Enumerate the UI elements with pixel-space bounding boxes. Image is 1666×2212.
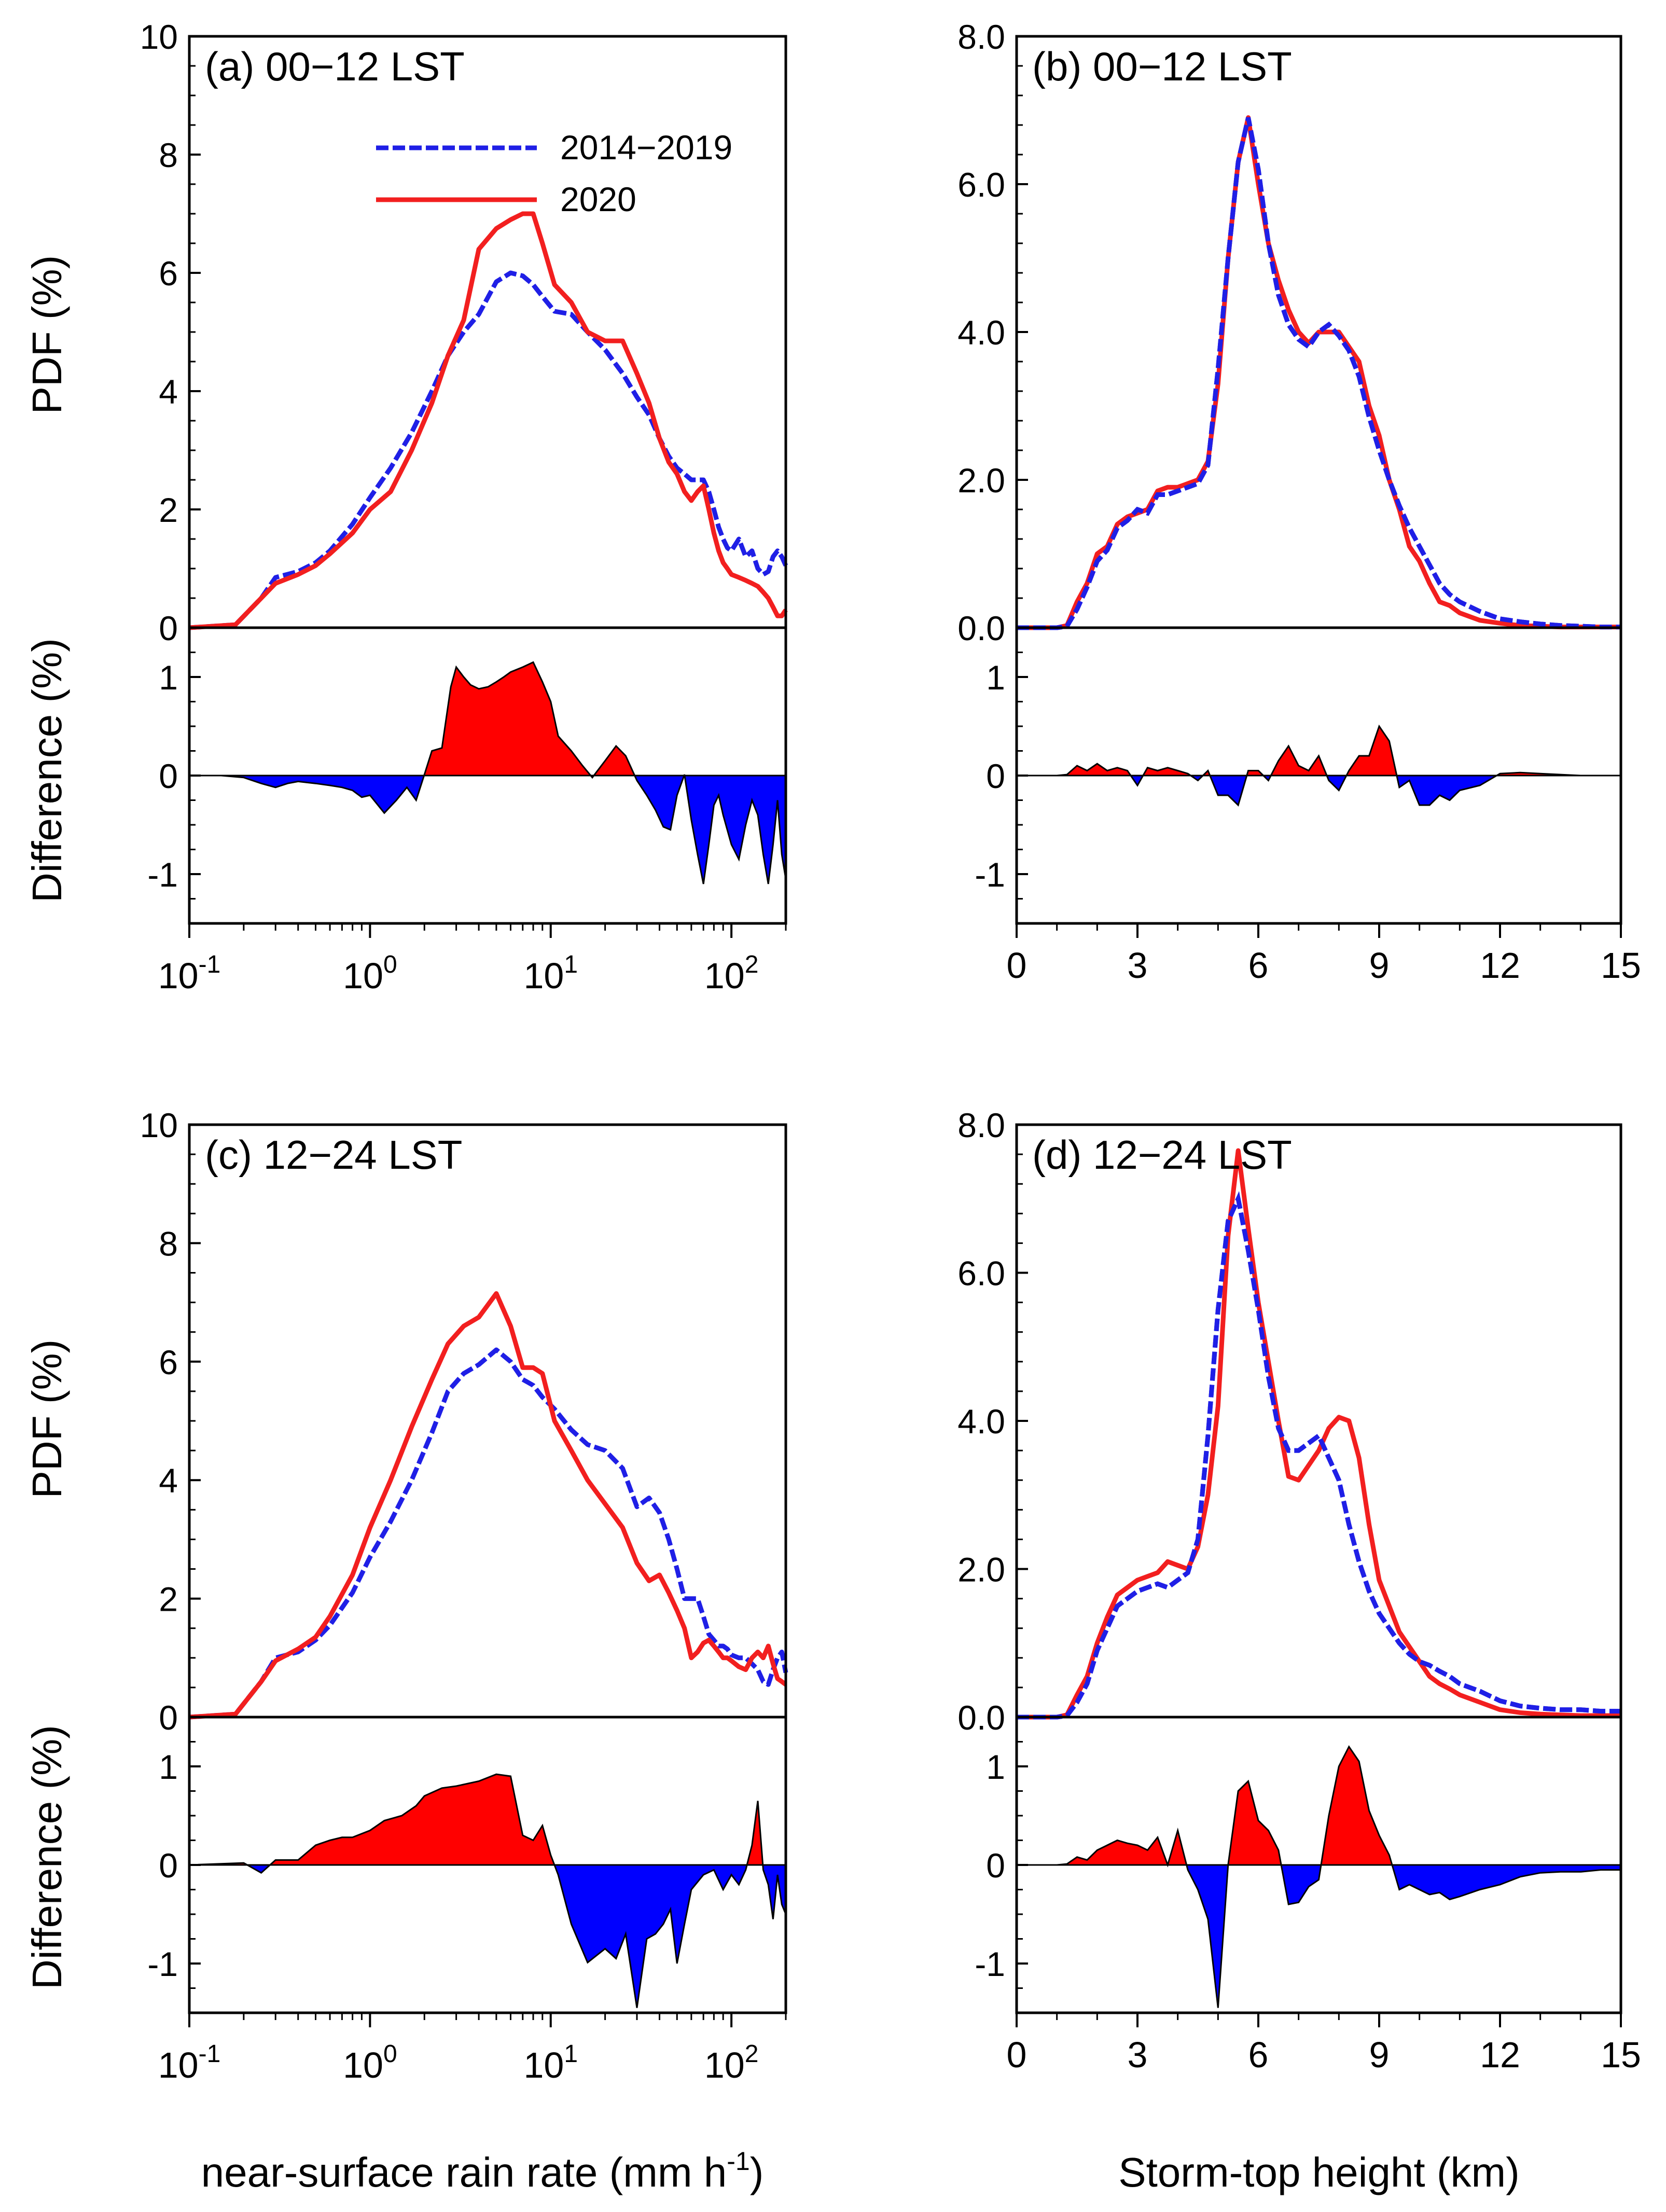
difference-outline — [1017, 724, 1621, 807]
x-tick-label: 6 — [1248, 2035, 1269, 2075]
diff-y-tick-label: -1 — [975, 1945, 1005, 1983]
x-tick-label: 9 — [1369, 945, 1390, 986]
difference-negative-area — [1186, 1865, 1621, 2008]
x-axis-title-storm: Storm-top height (km) — [1118, 2149, 1520, 2195]
panel-title-c: (c) 12−24 LST — [205, 1132, 462, 1178]
pdf-y-tick-label: 10 — [140, 1106, 178, 1144]
panel-b: (b) 00−12 LST 0.0 2.0 4.0 6.0 8.0 -1 0 1 0 3 6 9 12 15 — [957, 18, 1641, 986]
pdf-y-tick-label: 4 — [159, 372, 178, 411]
x-tick-label: 101 — [523, 951, 578, 996]
x-tick-label: 12 — [1480, 2035, 1520, 2075]
difference-positive-area — [189, 1774, 763, 1865]
x-tick-label: 15 — [1601, 945, 1641, 986]
x-tick-label: 100 — [343, 2040, 397, 2085]
pdf-ylabel-a: PDF (%) — [24, 255, 70, 414]
pdf-y-tick-label: 2.0 — [957, 1551, 1005, 1589]
pdf-y-tick-label: 6.0 — [957, 165, 1005, 204]
x-tick-label: 101 — [523, 2040, 578, 2085]
pdf-y-tick-label: 10 — [140, 18, 178, 56]
pdf-y-tick-label: 4 — [159, 1461, 178, 1500]
diff-y-tick-label: 0 — [986, 1846, 1005, 1885]
diff-y-tick-label: 1 — [986, 1748, 1005, 1786]
x-tick-label: 102 — [704, 951, 759, 996]
x-tick-label: 102 — [704, 2040, 759, 2085]
pdf-ylabel-c: PDF (%) — [24, 1339, 70, 1499]
pdf-y-tick-label: 0 — [159, 609, 178, 647]
x-tick-label: 0 — [1007, 2035, 1027, 2075]
pdf-y-tick-label: 2 — [159, 1580, 178, 1619]
x-tick-label: 10-1 — [158, 2040, 221, 2085]
legend-label-2014-2019: 2014−2019 — [560, 128, 732, 167]
difference-positive-area — [1017, 1747, 1392, 1865]
difference-outline — [189, 1773, 787, 2008]
series-line-2014-2019 — [189, 270, 788, 630]
panel-title-a: (a) 00−12 LST — [205, 44, 465, 89]
series-line-2014-2019-overlay — [1017, 117, 1621, 630]
x-tick-label: 10-1 — [158, 951, 221, 996]
series-line-2014-2019 — [189, 1347, 788, 1720]
pdf-y-tick-label: 8 — [159, 1224, 178, 1263]
pdf-y-tick-label: 8.0 — [957, 18, 1005, 56]
x-axis-title-rain: near-surface rain rate (mm h-1) — [201, 2147, 764, 2195]
diff-ylabel-a: Difference (%) — [24, 638, 70, 903]
pdf-y-tick-label: 6.0 — [957, 1254, 1005, 1293]
diff-y-tick-label: -1 — [147, 1945, 178, 1983]
diff-ylabel-c: Difference (%) — [24, 1725, 70, 1989]
difference-negative-area — [247, 1865, 786, 2008]
difference-outline — [189, 661, 787, 884]
panel-d: (d) 12−24 LST 0.0 2.0 4.0 6.0 8.0 -1 0 1 0 3 6 9 12 15 — [957, 1106, 1641, 2075]
series-line-2020 — [1017, 115, 1621, 630]
series-line-2020 — [189, 211, 788, 630]
diff-y-tick-label: -1 — [975, 855, 1005, 894]
x-tick-label: 6 — [1248, 945, 1269, 986]
pdf-y-tick-label: 0.0 — [957, 1698, 1005, 1737]
diff-y-tick-label: 1 — [159, 658, 178, 697]
pdf-y-tick-label: 2.0 — [957, 461, 1005, 500]
x-tick-label: 15 — [1601, 2035, 1641, 2075]
pdf-y-tick-label: 2 — [159, 491, 178, 529]
series-line-2014-2019-overlay — [1017, 1191, 1621, 1720]
pdf-y-tick-label: 0 — [159, 1698, 178, 1737]
difference-positive-area — [1017, 726, 1621, 776]
pdf-y-tick-label: 4.0 — [957, 313, 1005, 352]
x-tick-label: 3 — [1128, 945, 1148, 986]
diff-y-tick-label: 0 — [159, 1846, 178, 1885]
series-line-2020 — [1017, 1148, 1621, 1720]
panel-title-b: (b) 00−12 LST — [1032, 44, 1292, 89]
x-tick-label: 100 — [343, 951, 397, 996]
x-tick-label: 9 — [1369, 2035, 1390, 2075]
difference-positive-area — [189, 662, 685, 776]
x-tick-label: 12 — [1480, 945, 1520, 986]
x-tick-label: 0 — [1007, 945, 1027, 986]
pdf-y-tick-label: 4.0 — [957, 1402, 1005, 1441]
diff-y-tick-label: 1 — [986, 658, 1005, 697]
pdf-y-tick-label: 6 — [159, 254, 178, 293]
difference-outline — [1017, 1745, 1621, 2008]
pdf-y-tick-label: 0.0 — [957, 609, 1005, 647]
series-line-2020 — [189, 1291, 787, 1720]
x-tick-label: 3 — [1128, 2035, 1148, 2075]
diff-y-tick-label: 1 — [159, 1748, 178, 1786]
panel-title-d: (d) 12−24 LST — [1032, 1132, 1292, 1178]
diff-y-tick-label: -1 — [147, 855, 178, 894]
pdf-y-tick-label: 8.0 — [957, 1106, 1005, 1144]
pdf-y-tick-label: 6 — [159, 1343, 178, 1381]
diff-y-tick-label: 0 — [986, 757, 1005, 795]
legend-label-2020: 2020 — [560, 180, 636, 218]
pdf-y-tick-label: 8 — [159, 136, 178, 174]
diff-y-tick-label: 0 — [159, 757, 178, 795]
